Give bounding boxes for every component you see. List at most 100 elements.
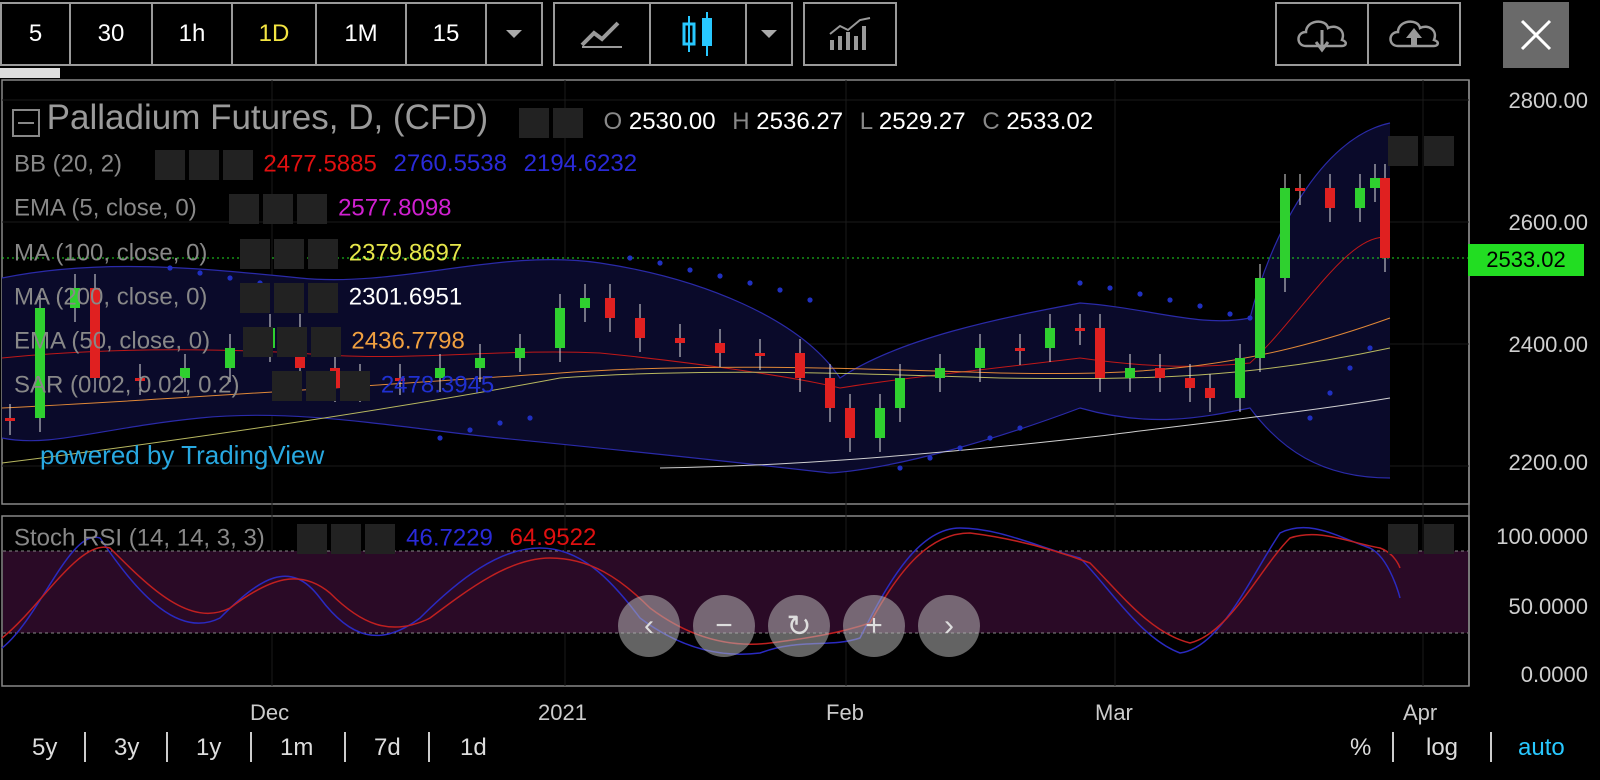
log-scale-button[interactable]: log bbox=[1426, 734, 1459, 761]
indicator-value: 2379.8697 bbox=[348, 239, 463, 267]
candle bbox=[895, 378, 905, 408]
expand-icon[interactable] bbox=[1424, 524, 1454, 554]
auto-scale-button[interactable]: auto bbox=[1518, 734, 1565, 761]
percent-scale-button[interactable]: % bbox=[1350, 734, 1372, 761]
close-icon[interactable] bbox=[310, 327, 341, 357]
gear-icon[interactable] bbox=[274, 239, 305, 269]
candle bbox=[135, 378, 145, 381]
indicators-icon bbox=[829, 17, 871, 50]
scroll-indicator[interactable] bbox=[0, 68, 60, 78]
open-value: 2530.00 bbox=[628, 108, 716, 135]
divider bbox=[84, 732, 86, 762]
sar-dot bbox=[807, 297, 813, 303]
gear-icon[interactable] bbox=[306, 371, 337, 401]
candle bbox=[605, 298, 615, 318]
upload-button[interactable] bbox=[1367, 2, 1461, 66]
close-icon[interactable] bbox=[365, 524, 396, 554]
last-price-tag: 2533.02 bbox=[1468, 244, 1584, 276]
range-1d-button[interactable]: 1d bbox=[460, 734, 487, 761]
indicator-legend-sar: SAR (0.02, 0.02, 0.2) 2478.3945 bbox=[14, 371, 494, 401]
close-icon[interactable] bbox=[308, 283, 339, 313]
gear-icon[interactable] bbox=[552, 107, 583, 138]
sar-dot bbox=[687, 267, 693, 273]
line-chart-button[interactable] bbox=[553, 2, 651, 66]
low-value: 2529.27 bbox=[878, 108, 966, 135]
interval-1m-button[interactable]: 1M bbox=[315, 2, 407, 66]
candle bbox=[70, 288, 80, 308]
gear-icon[interactable] bbox=[331, 524, 362, 554]
chevron-right-icon[interactable]: › bbox=[918, 595, 980, 657]
indicator-name: EMA (50, close, 0) bbox=[14, 327, 211, 355]
gear-icon[interactable] bbox=[188, 150, 219, 180]
candle bbox=[1185, 378, 1195, 388]
sar-dot bbox=[747, 280, 753, 286]
chart-type-dropdown-button[interactable] bbox=[745, 2, 793, 66]
interval-dropdown-button[interactable] bbox=[485, 2, 543, 66]
indicator-value: 2477.5885 bbox=[263, 150, 377, 178]
close-icon[interactable] bbox=[308, 239, 339, 269]
eye-icon[interactable] bbox=[297, 524, 328, 554]
price-axis-label: 2200.00 bbox=[1508, 450, 1588, 475]
indicator-legend-bb: BB (20, 2) 2477.5885 2760.5538 2194.6232 bbox=[14, 150, 637, 180]
close-button[interactable] bbox=[1503, 2, 1569, 68]
low-label: L bbox=[859, 108, 873, 135]
chart-area[interactable]: 2800.00 2600.00 2400.00 2200.00 2533.02 … bbox=[0, 78, 1600, 725]
collapse-icon[interactable] bbox=[12, 108, 40, 137]
close-icon[interactable] bbox=[340, 371, 371, 401]
candle bbox=[1205, 388, 1215, 398]
candle bbox=[1355, 188, 1365, 208]
candle bbox=[555, 308, 565, 348]
expand-icon[interactable] bbox=[1424, 136, 1454, 166]
candle bbox=[5, 418, 15, 421]
divider bbox=[250, 732, 252, 762]
candle bbox=[90, 288, 100, 378]
interval-1d-button[interactable]: 1D bbox=[231, 2, 317, 66]
range-5y-button[interactable]: 5y bbox=[32, 734, 58, 761]
scroll-up-icon[interactable] bbox=[1388, 524, 1418, 554]
close-icon[interactable] bbox=[222, 150, 253, 180]
candles-icon bbox=[682, 12, 712, 56]
indicators-button[interactable] bbox=[803, 2, 897, 66]
candle bbox=[1015, 348, 1025, 351]
candle bbox=[225, 348, 235, 368]
eye-icon[interactable] bbox=[240, 239, 271, 269]
range-1y-button[interactable]: 1y bbox=[196, 734, 222, 761]
interval-1h-button[interactable]: 1h bbox=[151, 2, 233, 66]
close-icon[interactable] bbox=[297, 194, 328, 224]
eye-icon[interactable] bbox=[154, 150, 185, 180]
download-button[interactable] bbox=[1275, 2, 1369, 66]
indicator-legend-ma100: MA (100, close, 0) 2379.8697 bbox=[14, 239, 462, 269]
range-3y-button[interactable]: 3y bbox=[114, 734, 140, 761]
eye-icon[interactable] bbox=[518, 107, 549, 138]
range-1m-button[interactable]: 1m bbox=[280, 734, 314, 761]
candles-button[interactable] bbox=[649, 2, 747, 66]
eye-icon[interactable] bbox=[240, 283, 271, 313]
candle bbox=[1125, 368, 1135, 378]
gear-icon[interactable] bbox=[263, 194, 294, 224]
indicator-name: Stoch RSI (14, 14, 3, 3) bbox=[14, 524, 265, 552]
candle bbox=[1255, 278, 1265, 358]
reset-icon[interactable]: ↻ bbox=[768, 595, 830, 657]
close-icon bbox=[1520, 19, 1552, 51]
gear-icon[interactable] bbox=[274, 283, 305, 313]
tradingview-watermark[interactable]: powered by TradingView bbox=[40, 440, 325, 470]
zoom-out-icon[interactable]: − bbox=[693, 595, 755, 657]
interval-30-button[interactable]: 30 bbox=[69, 2, 153, 66]
interval-5-button[interactable]: 5 bbox=[0, 2, 71, 66]
sar-dot bbox=[777, 287, 783, 293]
chevron-left-icon[interactable]: ‹ bbox=[618, 595, 680, 657]
range-7d-button[interactable]: 7d bbox=[374, 734, 401, 761]
cloud-download-icon bbox=[1297, 20, 1347, 53]
candle bbox=[1045, 328, 1055, 348]
scroll-down-icon[interactable] bbox=[1388, 136, 1418, 166]
gear-icon[interactable] bbox=[276, 327, 307, 357]
eye-icon[interactable] bbox=[229, 194, 260, 224]
divider bbox=[1490, 732, 1492, 762]
zoom-in-icon[interactable]: + bbox=[843, 595, 905, 657]
symbol-legend: Palladium Futures, D, (CFD) O 2530.00 H … bbox=[12, 98, 1093, 138]
eye-icon[interactable] bbox=[242, 327, 273, 357]
eye-icon[interactable] bbox=[272, 371, 303, 401]
interval-15-button[interactable]: 15 bbox=[405, 2, 487, 66]
sar-dot bbox=[1077, 280, 1083, 286]
indicator-value: 2760.5538 bbox=[393, 150, 507, 178]
